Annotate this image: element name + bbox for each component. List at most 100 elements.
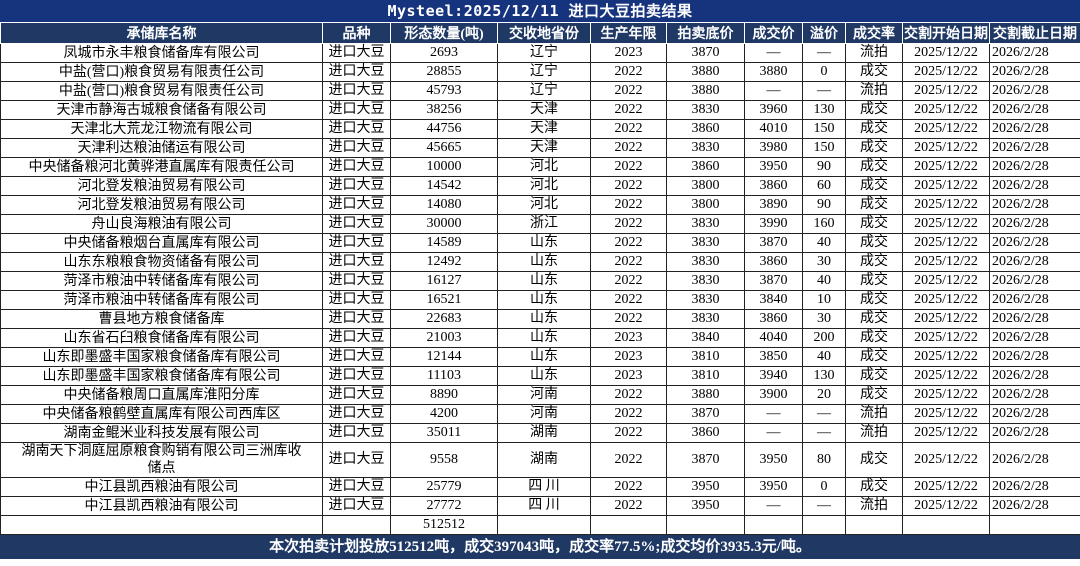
cell: 2022	[590, 252, 667, 272]
cell: 30	[802, 252, 846, 272]
cell: 进口大豆	[322, 43, 391, 63]
cell: 3840	[666, 328, 745, 348]
cell	[989, 515, 1080, 535]
cell: 3830	[666, 309, 745, 329]
cell: 2025/12/22	[902, 100, 990, 120]
cell: 辽宁	[497, 62, 591, 82]
cell: 40	[802, 347, 846, 367]
table-row: 中央储备粮河北黄骅港直属库有限责任公司 进口大豆 10000 河北 2022 3860 39…	[0, 157, 1080, 177]
table-row: 中央储备粮鹤壁直属库有限公司西库区 进口大豆 4200 河南 2022 3870— — 流拍 2…	[0, 404, 1080, 424]
cell: 2022	[590, 81, 667, 101]
cell: 3940	[744, 366, 803, 386]
cell: 4040	[744, 328, 803, 348]
cell: 2026/2/28	[989, 271, 1080, 291]
cell: 2025/12/22	[902, 309, 990, 329]
table-row: 中盐(营口)粮食贸易有限责任公司 进口大豆 45793 辽宁 2022 3880— — 流拍 2…	[0, 81, 1080, 101]
summary-bar: 本次拍卖计划投放512512吨，成交397043吨，成交率77.5%;成交均价3…	[0, 535, 1080, 559]
cell: 河北	[497, 157, 591, 177]
cell: 2025/12/22	[902, 328, 990, 348]
cell: 0	[802, 62, 846, 82]
cell: 3890	[744, 195, 803, 215]
cell	[845, 515, 903, 535]
cell: 0	[802, 477, 846, 497]
cell: 成交	[845, 309, 903, 329]
cell: 3840	[744, 290, 803, 310]
cell: 山东	[497, 366, 591, 386]
cell: 2026/2/28	[989, 214, 1080, 234]
cell: 2022	[590, 442, 667, 478]
cell: 河北	[497, 176, 591, 196]
cell: 进口大豆	[322, 347, 391, 367]
page-title: Mysteel:2025/12/11 进口大豆拍卖结果	[0, 0, 1080, 22]
cell: 25779	[390, 477, 498, 497]
cell: 3870	[666, 43, 745, 63]
cell: 3960	[744, 100, 803, 120]
cell: 进口大豆	[322, 100, 391, 120]
cell: 3980	[744, 138, 803, 158]
cell: 2026/2/28	[989, 43, 1080, 63]
cell: 山东	[497, 290, 591, 310]
cell: 河北登发粮油贸易有限公司	[0, 195, 323, 215]
col-header-delivery-start: 交割开始日期	[902, 22, 990, 44]
cell: 2025/12/22	[902, 252, 990, 272]
cell: 湖南	[497, 423, 591, 443]
cell: 2026/2/28	[989, 442, 1080, 478]
table-row: 山东即墨盛丰国家粮食储备库有限公司 进口大豆 11103 山东 2023 3810 3940…	[0, 366, 1080, 386]
table-row: 山东东粮粮食物资储备有限公司 进口大豆 12492 山东 2022 3830 3860 30 成…	[0, 252, 1080, 272]
cell: 60	[802, 176, 846, 196]
cell: 河北	[497, 195, 591, 215]
cell: 12492	[390, 252, 498, 272]
cell: 进口大豆	[322, 176, 391, 196]
cell: 3900	[744, 385, 803, 405]
cell: —	[744, 496, 803, 516]
cell: 中央储备粮河北黄骅港直属库有限责任公司	[0, 157, 323, 177]
cell: 山东即墨盛丰国家粮食储备库有限公司	[0, 366, 323, 386]
table-row: 中盐(营口)粮食贸易有限责任公司 进口大豆 28855 辽宁 2022 3880 3880 0…	[0, 62, 1080, 82]
cell: 成交	[845, 233, 903, 253]
cell: 3880	[744, 62, 803, 82]
cell: —	[802, 423, 846, 443]
cell: 进口大豆	[322, 271, 391, 291]
cell: 3950	[744, 157, 803, 177]
cell: 2022	[590, 496, 667, 516]
cell: 成交	[845, 328, 903, 348]
cell: 2026/2/28	[989, 385, 1080, 405]
cell: 成交	[845, 366, 903, 386]
cell: 进口大豆	[322, 138, 391, 158]
cell: 2022	[590, 100, 667, 120]
cell: 3880	[666, 385, 745, 405]
cell: —	[744, 43, 803, 63]
cell: 10000	[390, 157, 498, 177]
cell: 2022	[590, 271, 667, 291]
table-row: 山东省石臼粮食储备库有限公司 进口大豆 21003 山东 2023 3840 4040 200…	[0, 328, 1080, 348]
cell: 中江县凯西粮油有限公司	[0, 496, 323, 516]
cell: 进口大豆	[322, 496, 391, 516]
cell: 湖南	[497, 442, 591, 478]
table-row: 中江县凯西粮油有限公司 进口大豆 25779 四 川 2022 3950 3950 0 成交 20…	[0, 477, 1080, 497]
cell: 天津	[497, 100, 591, 120]
cell: 浙江	[497, 214, 591, 234]
col-header-premium: 溢价	[802, 22, 846, 44]
cell: 2022	[590, 404, 667, 424]
cell: 成交	[845, 271, 903, 291]
cell: 成交	[845, 157, 903, 177]
cell: 河南	[497, 385, 591, 405]
cell: 流拍	[845, 81, 903, 101]
cell: 湖南金鲲米业科技发展有限公司	[0, 423, 323, 443]
table-body: 凤城市永丰粮食储备库有限公司 进口大豆 2693 辽宁 2023 3870— — 流拍 2025…	[0, 43, 1080, 535]
cell: 3800	[666, 195, 745, 215]
cell: 11103	[390, 366, 498, 386]
cell	[590, 515, 667, 535]
cell: 2025/12/22	[902, 62, 990, 82]
cell: 3870	[744, 233, 803, 253]
cell: 2026/2/28	[989, 119, 1080, 139]
cell: 30	[802, 309, 846, 329]
col-header-deal-price: 成交价	[744, 22, 803, 44]
cell: 成交	[845, 385, 903, 405]
cell: 2022	[590, 385, 667, 405]
cell: 3830	[666, 138, 745, 158]
cell: 进口大豆	[322, 309, 391, 329]
cell: 中央储备粮周口直属库淮阳分库	[0, 385, 323, 405]
cell: 2022	[590, 214, 667, 234]
